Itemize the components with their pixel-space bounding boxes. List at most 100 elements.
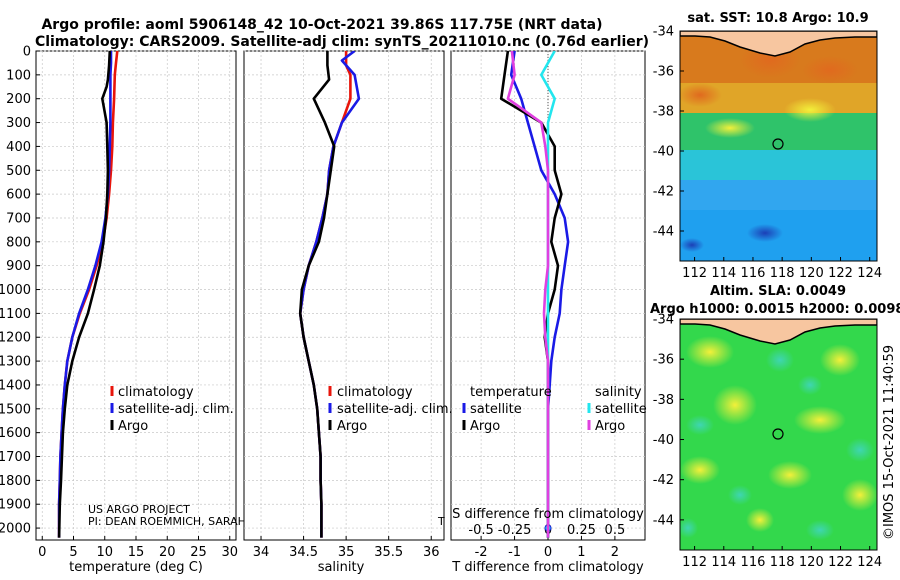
sla-blob-yellow-6 [768, 461, 812, 489]
x-tick-label: -2 [475, 545, 488, 560]
x-tick-label: 5 [69, 545, 77, 560]
sla-map-y-ticks: -34 -36 -38 -40 -42 -44 [653, 313, 684, 528]
y-tick-label: 200 [6, 92, 31, 107]
map-y-tick-label: -44 [653, 225, 674, 240]
sla-map-title: Altim. SLA: 0.0049 [710, 284, 846, 299]
y-tick-label: 600 [6, 188, 31, 203]
secondary-x-tick-label: 0.5 [605, 523, 626, 538]
sst-band-cyan [680, 150, 877, 180]
sla-blob-cyan-6 [806, 520, 834, 540]
x-tick-label: 25 [190, 545, 207, 560]
temperature-series [57, 51, 119, 538]
sla-blob-yellow-1 [686, 336, 734, 368]
sst-blob-deep-blue [747, 224, 783, 242]
sst-argo-marker [772, 138, 784, 150]
sst-blob-yellow-1 [784, 98, 836, 122]
sla-blob-cyan-3 [686, 415, 714, 435]
copyright-stamp: ©IMOS 15-Oct-2021 11:40:59 [882, 345, 897, 540]
temperature-legend-argo: Argo [118, 419, 148, 434]
map-y-tick-label: -44 [653, 513, 674, 528]
map-x-tick-label: 124 [857, 266, 882, 281]
difference-series [499, 51, 570, 538]
sla-blob-yellow-2 [820, 344, 860, 376]
temperature-legend-satellite: satellite-adj. clim. [118, 402, 234, 417]
map-y-tick-label: -36 [653, 65, 674, 80]
y-tick-label: 1200 [0, 331, 31, 346]
difference-legend-t-argo: Argo [470, 419, 500, 434]
difference-legend-s-satellite: satellite [595, 402, 647, 417]
sla-map-frame [679, 318, 878, 551]
sla-blob-yellow-8 [746, 508, 774, 532]
x-tick-label: 0 [544, 545, 552, 560]
map-x-tick-label: 116 [741, 266, 766, 281]
difference-secondary-ticks: -0.5-0.2500.250.5 [468, 523, 625, 538]
map-x-tick-label: 118 [770, 555, 795, 570]
sst-map-y-ticks: -34 -36 -38 -40 -42 -44 [653, 25, 684, 240]
difference-secondary-xlabel: S difference from climatology [452, 507, 644, 522]
sla-argo-marker [772, 428, 784, 440]
temperature-xlabel: temperature (deg C) [69, 560, 203, 575]
x-tick-label: 0 [38, 545, 46, 560]
map-x-tick-label: 114 [711, 266, 736, 281]
map-x-tick-label: 120 [799, 555, 824, 570]
difference-x-ticks: -2 -1 0 1 2 [475, 536, 619, 560]
map-x-tick-label: 112 [682, 555, 707, 570]
secondary-x-tick-label: -0.5 [468, 523, 493, 538]
x-tick-label: 10 [96, 545, 113, 560]
y-tick-label: 300 [6, 116, 31, 131]
difference-legend: temperature salinity satellite Argo sate… [462, 385, 647, 434]
x-tick-label: 36 [423, 545, 440, 560]
sla-blob-yellow-5 [680, 456, 720, 484]
difference-xlabel: T difference from climatology [451, 560, 644, 575]
sla-land [680, 319, 877, 345]
y-tick-label: 1000 [0, 283, 31, 298]
salinity-legend: climatology satellite-adj. clim. Argo [328, 385, 453, 434]
x-tick-label: 1 [577, 545, 585, 560]
series-line-argo [298, 51, 336, 538]
y-tick-label: 1700 [0, 450, 31, 465]
y-tick-label: 700 [6, 211, 31, 226]
series-line-satellite-adj-clim- [57, 51, 113, 538]
map-x-tick-label: 120 [799, 266, 824, 281]
map-y-tick-label: -36 [653, 353, 674, 368]
temperature-x-ticks: 0 5 10 15 20 25 30 [38, 536, 238, 560]
difference-panel: -2 -1 0 1 2 -0.5 -0.25 0 0.25 0.5 S difference f… [450, 50, 647, 575]
sst-land [680, 31, 877, 57]
salinity-panel: 34 34.5 35 35.5 36 salinity climatology sate… [243, 50, 453, 575]
difference-legend-t-satellite: satellite [470, 402, 522, 417]
sla-blob-cyan-5 [728, 485, 752, 505]
map-x-tick-label: 112 [682, 266, 707, 281]
sla-blob-yellow-4 [794, 406, 846, 434]
y-tick-label: 2000 [0, 522, 31, 537]
map-y-tick-label: -34 [653, 313, 674, 328]
map-x-tick-label: 118 [770, 266, 795, 281]
clipped-overlap-text: T [437, 515, 445, 528]
map-y-tick-label: -40 [653, 433, 674, 448]
y-tick-label: 0 [23, 45, 31, 60]
sla-map-subtitle: Argo h1000: 0.0015 h2000: 0.0098 [650, 302, 900, 317]
x-tick-label: 15 [128, 545, 145, 560]
map-x-tick-label: 122 [828, 555, 853, 570]
sla-blob-cyan-7 [680, 518, 698, 538]
sla-blob-yellow-3 [713, 385, 757, 425]
temperature-grid [36, 50, 236, 540]
sla-blob-cyan-4 [846, 438, 874, 462]
difference-legend-salinity-header: salinity [595, 385, 642, 400]
map-y-tick-label: -38 [653, 393, 674, 408]
x-tick-label: 2 [611, 545, 619, 560]
map-x-tick-label: 122 [828, 266, 853, 281]
temperature-y-ticks: 0 100 200 300 400 500 600 700 800 900 1000 1100 1200… [0, 45, 40, 537]
y-tick-label: 400 [6, 140, 31, 155]
x-tick-label: 30 [221, 545, 238, 560]
sst-blob-yellow-2 [705, 118, 755, 138]
y-tick-label: 800 [6, 235, 31, 250]
map-y-tick-label: -42 [653, 185, 674, 200]
salinity-series [298, 51, 361, 538]
y-tick-label: 500 [6, 164, 31, 179]
salinity-grid [244, 50, 444, 540]
series-line-argo [57, 51, 112, 538]
sla-blob-cyan-2 [798, 375, 822, 395]
y-tick-label: 1600 [0, 426, 31, 441]
y-tick-label: 1300 [0, 355, 31, 370]
